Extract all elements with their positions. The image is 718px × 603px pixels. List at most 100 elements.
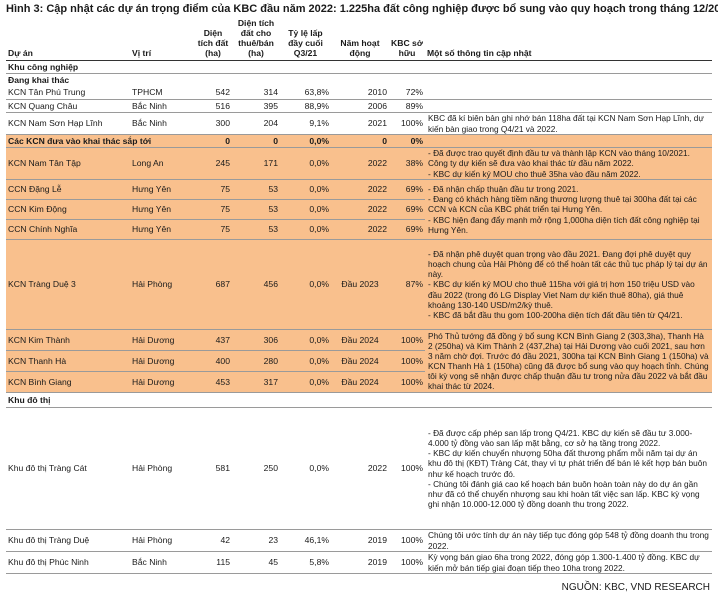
cell-fill-rate: 46,1%	[280, 529, 331, 552]
table-row: Khu đô thị Phúc Ninh Bắc Ninh 115 45 5,8…	[6, 551, 712, 574]
cell-project: KCN Thanh Hà	[6, 350, 130, 372]
cell-location: Hải Dương	[130, 329, 194, 351]
cell-project: CCN Chính Nghĩa	[6, 219, 130, 240]
header-area-remaining: Diện tích đất cho thuê/bán (ha)	[232, 18, 280, 61]
cell-ownership: 100%	[389, 551, 425, 574]
figure-title: Hình 3: Cập nhật các dự án trọng điểm củ…	[6, 3, 718, 15]
cell-note	[425, 86, 712, 100]
cell-location: Bắc Ninh	[130, 551, 194, 574]
cell-fill-rate: 0,0%	[280, 329, 331, 351]
cell-year: Đầu 2024	[331, 329, 389, 351]
cell-area-total: 687	[194, 239, 232, 330]
cell-fill-rate: 0,0%	[280, 147, 331, 180]
cell-project: KCN Bình Giang	[6, 371, 130, 393]
cell-year: Đầu 2024	[331, 371, 389, 393]
cell-location: Bắc Ninh	[130, 99, 194, 113]
cell-location: Hải Phòng	[130, 407, 194, 530]
section-upcoming: Các KCN đưa vào khai thác sắp tới	[6, 134, 152, 148]
cell-project: Khu đô thị Phúc Ninh	[6, 551, 130, 574]
cell-area-total: 75	[194, 199, 232, 220]
cell-note: Chúng tôi ước tính dự án này tiếp tục đó…	[425, 529, 712, 552]
cell-area-total: 75	[194, 179, 232, 200]
cell-year: 2010	[331, 86, 389, 100]
cell-project: KCN Kim Thành	[6, 329, 130, 351]
cell-fill-rate: 0,0%	[280, 371, 331, 393]
cell-area-remaining: 395	[232, 99, 280, 113]
cell-year: 2019	[331, 529, 389, 552]
cell-area-remaining: 171	[232, 147, 280, 180]
cell-location: Hải Phòng	[130, 529, 194, 552]
cell-area-total: 437	[194, 329, 232, 351]
section-row: Đang khai thác	[6, 74, 712, 87]
cell-project: CCN Kim Động	[6, 199, 130, 220]
cell-area-remaining: 0	[232, 134, 280, 148]
cell-project: KCN Quang Châu	[6, 99, 130, 113]
cell-note	[425, 99, 712, 113]
cell-year: 2021	[331, 112, 389, 135]
cell-year: 2022	[331, 199, 389, 220]
header-ownership: KBC sở hữu	[389, 18, 425, 61]
cell-year: Đầu 2024	[331, 350, 389, 372]
header-fill-rate: Tỷ lệ lấp đầy cuối Q3/21	[280, 18, 331, 61]
cell-fill-rate: 0,0%	[280, 179, 331, 200]
cell-note: - Đã được trao quyết định đầu tư và thàn…	[425, 147, 712, 180]
cell-year: 2022	[331, 147, 389, 180]
cell-project: KCN Nam Sơn Hạp Lĩnh	[6, 112, 130, 135]
cell-project: KCN Tân Phú Trung	[6, 86, 130, 100]
header-notes: Một số thông tin cập nhật	[425, 18, 712, 61]
cell-location: Hải Phòng	[130, 239, 194, 330]
cell-year: Đầu 2023	[331, 239, 389, 330]
table-row: KCN Quang Châu Bắc Ninh 516 395 88,9% 20…	[6, 99, 712, 113]
cell-location: Bắc Ninh	[130, 112, 194, 135]
cell-area-remaining: 53	[232, 179, 280, 200]
cell-location: Hưng Yên	[130, 199, 194, 220]
cell-location: Hưng Yên	[130, 179, 194, 200]
cell-ownership: 100%	[389, 350, 425, 372]
cell-area-remaining: 53	[232, 199, 280, 220]
cell-area-total: 542	[194, 86, 232, 100]
cell-area-remaining: 314	[232, 86, 280, 100]
cell-ownership: 72%	[389, 86, 425, 100]
cell-area-total: 42	[194, 529, 232, 552]
cell-year: 2022	[331, 179, 389, 200]
cell-area-remaining: 23	[232, 529, 280, 552]
table-row: KCN Kim Thành Hải Dương 437 306 0,0% Đầu…	[6, 329, 712, 393]
table-row: Khu đô thị Tràng Duệ Hải Phòng 42 23 46,…	[6, 529, 712, 552]
cell-year: 2022	[331, 407, 389, 530]
cell-area-total: 0	[194, 134, 232, 148]
cell-area-total: 400	[194, 350, 232, 372]
cell-fill-rate: 63,8%	[280, 86, 331, 100]
cell-area-total: 245	[194, 147, 232, 180]
table-row: KCN Bình Giang Hải Dương 453 317 0,0% Đầ…	[6, 371, 712, 393]
cell-note: - Đã nhận phê duyệt quan trọng vào đầu 2…	[425, 239, 712, 330]
header-project: Dự án	[6, 18, 130, 61]
cell-ownership: 89%	[389, 99, 425, 113]
cell-note: Phó Thủ tướng đã đồng ý bổ sung KCN Bình…	[425, 329, 712, 393]
cell-location: Hải Dương	[130, 371, 194, 393]
cell-ownership: 100%	[389, 112, 425, 135]
cell-fill-rate: 0,0%	[280, 350, 331, 372]
table-row: KCN Thanh Hà Hải Dương 400 280 0,0% Đầu …	[6, 350, 712, 372]
section-row: Các KCN đưa vào khai thác sắp tới 0 0 0,…	[6, 134, 712, 148]
section-industrial: Khu công nghiệp	[6, 60, 712, 74]
table-row: KCN Tân Phú Trung TPHCM 542 314 63,8% 20…	[6, 86, 712, 100]
cell-ownership: 100%	[389, 371, 425, 393]
cell-area-remaining: 456	[232, 239, 280, 330]
cell-area-total: 453	[194, 371, 232, 393]
cell-note: Kỳ vọng bán giao 6ha trong 2022, đóng gó…	[425, 551, 712, 574]
cell-fill-rate: 0,0%	[280, 199, 331, 220]
cell-location: Hưng Yên	[130, 219, 194, 240]
cell-year: 2022	[331, 219, 389, 240]
cell-area-total: 300	[194, 112, 232, 135]
cell-area-remaining: 317	[232, 371, 280, 393]
cell-area-remaining: 204	[232, 112, 280, 135]
table-row: KCN Tràng Duệ 3 Hải Phòng 687 456 0,0% Đ…	[6, 239, 712, 330]
cell-area-remaining: 250	[232, 407, 280, 530]
cell-area-remaining: 306	[232, 329, 280, 351]
cell-area-remaining: 280	[232, 350, 280, 372]
cell-project: Khu đô thị Tràng Cát	[6, 407, 130, 530]
cell-project: KCN Nam Tân Tập	[6, 147, 130, 180]
cell-location: Hải Dương	[130, 350, 194, 372]
cell-fill-rate: 0,0%	[280, 134, 331, 148]
